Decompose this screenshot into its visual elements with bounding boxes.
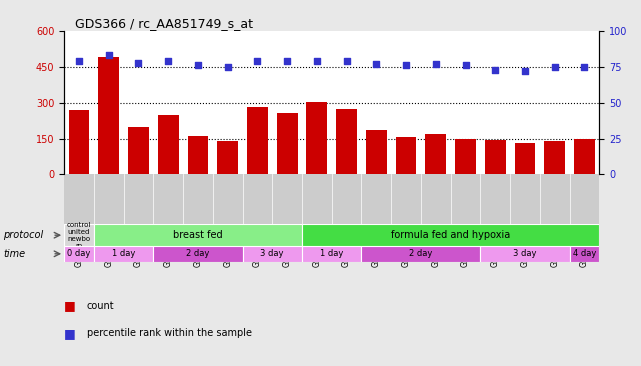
- Bar: [480, 246, 570, 262]
- Bar: [158, 115, 179, 174]
- Bar: [69, 110, 89, 174]
- Text: ■: ■: [64, 299, 76, 312]
- Text: 4 day: 4 day: [573, 249, 596, 258]
- Text: 2 day: 2 day: [409, 249, 433, 258]
- Bar: [306, 101, 328, 174]
- Bar: [302, 246, 362, 262]
- Bar: [98, 57, 119, 174]
- Point: [193, 63, 203, 68]
- Point: [579, 64, 590, 70]
- Text: percentile rank within the sample: percentile rank within the sample: [87, 328, 251, 338]
- Point: [282, 58, 292, 64]
- Bar: [455, 139, 476, 174]
- Point: [460, 63, 470, 68]
- Bar: [574, 139, 595, 174]
- Text: 1 day: 1 day: [112, 249, 135, 258]
- Text: 0 day: 0 day: [67, 249, 90, 258]
- Text: protocol: protocol: [3, 230, 44, 240]
- Text: 3 day: 3 day: [513, 249, 537, 258]
- Bar: [544, 141, 565, 174]
- Point: [222, 64, 233, 70]
- Point: [104, 53, 114, 59]
- Text: 3 day: 3 day: [260, 249, 284, 258]
- Bar: [128, 127, 149, 174]
- Point: [253, 58, 263, 64]
- Bar: [302, 224, 599, 246]
- Point: [312, 58, 322, 64]
- Point: [431, 61, 441, 67]
- Bar: [94, 246, 153, 262]
- Bar: [426, 134, 446, 174]
- Bar: [570, 246, 599, 262]
- Point: [401, 63, 411, 68]
- Text: time: time: [3, 249, 26, 259]
- Text: count: count: [87, 300, 114, 311]
- Text: ■: ■: [64, 326, 76, 340]
- Bar: [336, 109, 357, 174]
- Point: [74, 58, 84, 64]
- Point: [490, 67, 501, 73]
- Text: 1 day: 1 day: [320, 249, 344, 258]
- Point: [342, 58, 352, 64]
- Bar: [395, 137, 417, 174]
- Bar: [153, 246, 242, 262]
- Bar: [64, 246, 94, 262]
- Text: GDS366 / rc_AA851749_s_at: GDS366 / rc_AA851749_s_at: [75, 17, 253, 30]
- Bar: [217, 141, 238, 174]
- Bar: [64, 224, 94, 246]
- Bar: [247, 108, 268, 174]
- Bar: [362, 246, 480, 262]
- Point: [163, 58, 173, 64]
- Bar: [366, 130, 387, 174]
- Text: formula fed and hypoxia: formula fed and hypoxia: [391, 230, 510, 240]
- Text: breast fed: breast fed: [173, 230, 222, 240]
- Bar: [277, 113, 297, 174]
- Text: control
united
newbo
rn: control united newbo rn: [67, 222, 91, 249]
- Bar: [515, 143, 535, 174]
- Point: [549, 64, 560, 70]
- Bar: [188, 136, 208, 174]
- Bar: [242, 246, 302, 262]
- Point: [371, 61, 381, 67]
- Bar: [485, 140, 506, 174]
- Point: [520, 68, 530, 74]
- Point: [133, 60, 144, 66]
- Text: 2 day: 2 day: [187, 249, 210, 258]
- Bar: [94, 224, 302, 246]
